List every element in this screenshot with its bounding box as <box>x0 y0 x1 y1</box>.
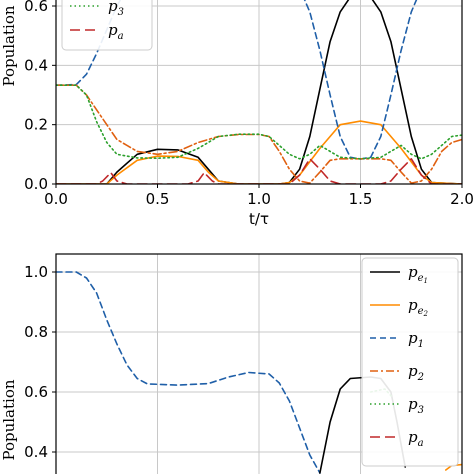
series-pe1-line <box>56 0 462 184</box>
legend-label-p3: p3 <box>408 395 424 416</box>
bottom-axes-frame <box>55 253 463 474</box>
bottom-ticks: 0.4 0.6 0.8 1.0 <box>24 263 56 461</box>
x-tick-label: 1.5 <box>349 190 373 208</box>
top-ylabel: Population <box>0 5 18 86</box>
y-tick-label: 0.0 <box>24 175 48 193</box>
legend-label-pa: pa <box>408 428 424 449</box>
x-tick-label: 0.0 <box>44 190 68 208</box>
legend-box <box>61 0 153 51</box>
y-tick-label: 0.4 <box>24 443 48 461</box>
x-tick-label: 1.0 <box>247 190 271 208</box>
bottom-legend: pe1 pe2 p1 p2 p3 pa <box>361 257 459 467</box>
x-tick-label: 0.5 <box>146 190 170 208</box>
bottom-ylabel: Population <box>0 379 18 460</box>
legend-label-p1: p1 <box>408 329 424 350</box>
top-chart: 0.0 0.5 1.0 1.5 2.0 0.0 0.2 0.4 0.6 t/τ Populati… <box>0 0 474 228</box>
y-tick-label: 0.2 <box>24 116 48 134</box>
legend-label-p3: p3 <box>108 0 124 18</box>
y-tick-label: 0.6 <box>24 0 48 15</box>
series-p2-line <box>56 84 462 184</box>
legend-box <box>361 257 459 467</box>
legend-label-pe2: pe2 <box>408 296 429 318</box>
legend-label-pe1: pe1 <box>408 263 428 285</box>
series-pa-line <box>56 158 462 184</box>
y-tick-label: 0.8 <box>24 323 48 341</box>
series-p1-line <box>56 271 321 474</box>
top-ticks: 0.0 0.5 1.0 1.5 2.0 0.0 0.2 0.4 0.6 <box>24 0 474 208</box>
series-p3-line <box>56 84 462 160</box>
legend-label-pa: pa <box>108 21 124 42</box>
top-xlabel: t/τ <box>249 210 269 228</box>
y-tick-label: 0.4 <box>24 56 48 74</box>
y-tick-label: 1.0 <box>24 263 48 281</box>
top-legend: p3 pa <box>61 0 153 51</box>
bottom-chart: 0.4 0.6 0.8 1.0 Population pe1 pe2 p1 p2 p3 pa <box>0 253 463 474</box>
x-tick-label: 2.0 <box>450 190 474 208</box>
series-pe2-line <box>56 120 462 184</box>
y-tick-label: 0.6 <box>24 383 48 401</box>
legend-label-p2: p2 <box>408 362 424 383</box>
